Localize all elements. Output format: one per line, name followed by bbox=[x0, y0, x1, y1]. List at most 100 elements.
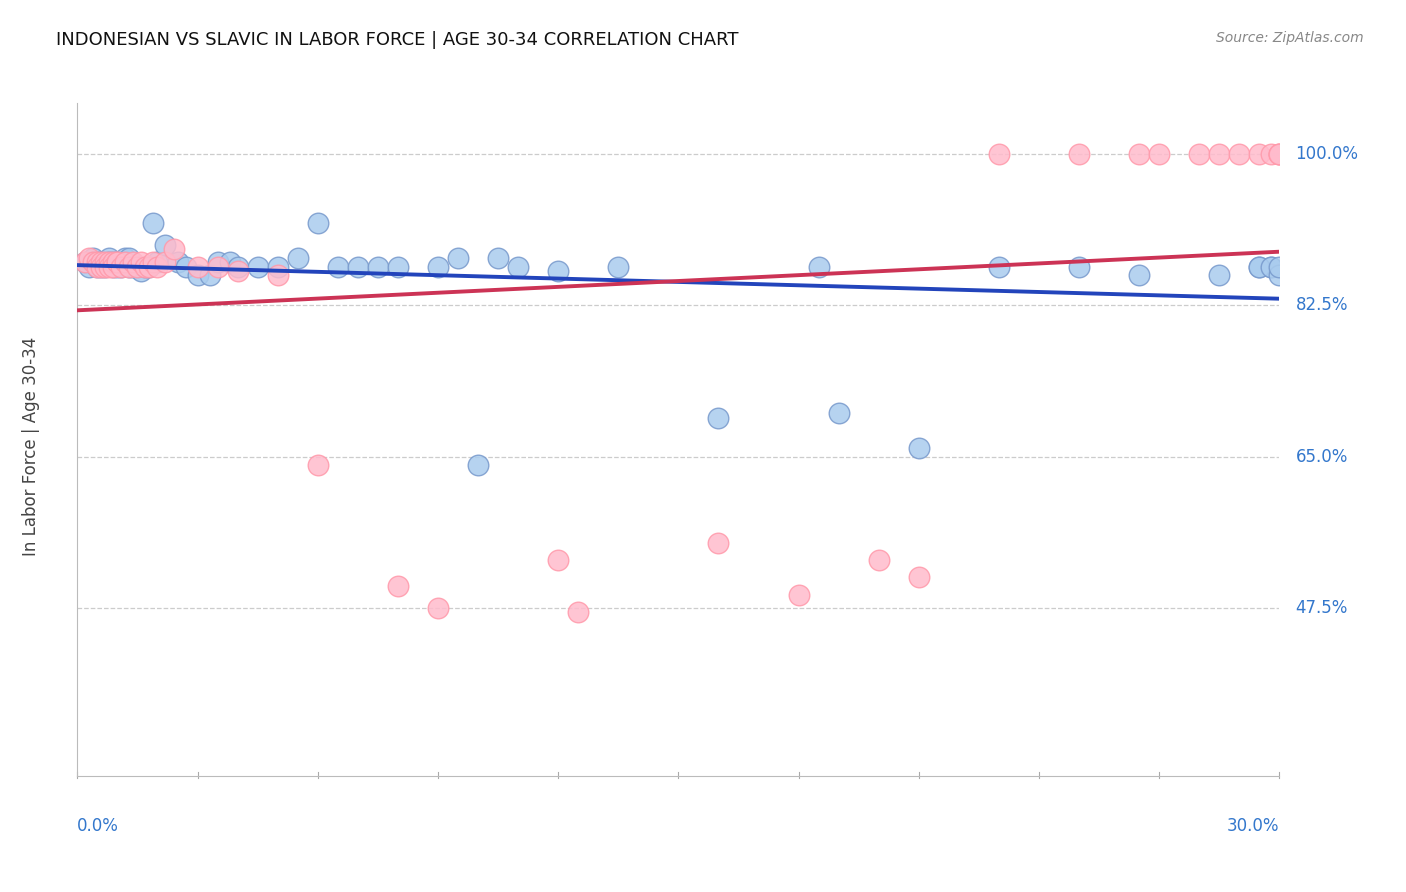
Point bbox=[707, 536, 730, 550]
Point bbox=[94, 260, 117, 274]
Point bbox=[198, 268, 221, 283]
Point bbox=[107, 260, 129, 274]
Point bbox=[162, 243, 184, 257]
Point bbox=[82, 251, 104, 265]
Point bbox=[118, 260, 141, 274]
Point bbox=[387, 260, 409, 274]
Point bbox=[387, 579, 409, 593]
Point bbox=[146, 255, 169, 269]
Text: 0.0%: 0.0% bbox=[77, 817, 120, 836]
Point bbox=[1268, 260, 1291, 274]
Point bbox=[287, 251, 309, 265]
Point bbox=[98, 251, 121, 265]
Point bbox=[134, 260, 156, 274]
Point bbox=[1260, 260, 1282, 274]
Point bbox=[908, 441, 931, 455]
Point bbox=[82, 255, 104, 269]
Point bbox=[267, 268, 290, 283]
Point bbox=[828, 406, 851, 420]
Point bbox=[86, 260, 108, 274]
Text: 30.0%: 30.0% bbox=[1227, 817, 1279, 836]
Point bbox=[1128, 268, 1150, 283]
Point bbox=[707, 410, 730, 425]
Point bbox=[226, 260, 249, 274]
Point bbox=[142, 217, 165, 231]
Point bbox=[207, 260, 229, 274]
Point bbox=[155, 238, 177, 252]
Point bbox=[103, 255, 125, 269]
Text: INDONESIAN VS SLAVIC IN LABOR FORCE | AGE 30-34 CORRELATION CHART: INDONESIAN VS SLAVIC IN LABOR FORCE | AG… bbox=[56, 31, 738, 49]
Point bbox=[107, 255, 129, 269]
Point bbox=[1268, 147, 1291, 161]
Point bbox=[155, 255, 177, 269]
Point bbox=[114, 255, 136, 269]
Point bbox=[1249, 260, 1271, 274]
Point bbox=[118, 251, 141, 265]
Point bbox=[447, 251, 470, 265]
Point bbox=[118, 260, 141, 274]
Point bbox=[86, 255, 108, 269]
Point bbox=[94, 255, 117, 269]
Point bbox=[98, 255, 121, 269]
Point bbox=[134, 260, 156, 274]
Point bbox=[90, 260, 112, 274]
Point bbox=[86, 255, 108, 269]
Point bbox=[1268, 147, 1291, 161]
Point bbox=[98, 255, 121, 269]
Point bbox=[98, 260, 121, 274]
Point bbox=[110, 260, 132, 274]
Point bbox=[75, 255, 97, 269]
Point bbox=[110, 260, 132, 274]
Point bbox=[1149, 147, 1171, 161]
Point bbox=[82, 255, 104, 269]
Point bbox=[547, 553, 569, 567]
Point bbox=[267, 260, 290, 274]
Point bbox=[607, 260, 630, 274]
Point bbox=[1069, 260, 1091, 274]
Point bbox=[1208, 147, 1230, 161]
Text: 65.0%: 65.0% bbox=[1295, 448, 1348, 466]
Point bbox=[988, 260, 1011, 274]
Point bbox=[142, 255, 165, 269]
Point bbox=[138, 260, 160, 274]
Point bbox=[90, 255, 112, 269]
Point bbox=[486, 251, 509, 265]
Point bbox=[1229, 147, 1251, 161]
Text: 47.5%: 47.5% bbox=[1295, 599, 1348, 616]
Point bbox=[127, 260, 149, 274]
Point bbox=[367, 260, 389, 274]
Point bbox=[1188, 147, 1211, 161]
Point bbox=[868, 553, 890, 567]
Point bbox=[186, 268, 209, 283]
Point bbox=[1128, 147, 1150, 161]
Point bbox=[79, 260, 101, 274]
Point bbox=[508, 260, 530, 274]
Point bbox=[1260, 147, 1282, 161]
Point bbox=[427, 260, 450, 274]
Point bbox=[1260, 260, 1282, 274]
Point bbox=[174, 260, 197, 274]
Point bbox=[547, 264, 569, 278]
Point bbox=[131, 255, 153, 269]
Point bbox=[1249, 260, 1271, 274]
Point bbox=[94, 255, 117, 269]
Point bbox=[427, 600, 450, 615]
Point bbox=[307, 458, 329, 473]
Point bbox=[110, 255, 132, 269]
Point bbox=[90, 260, 112, 274]
Text: 100.0%: 100.0% bbox=[1295, 145, 1358, 163]
Point bbox=[807, 260, 830, 274]
Point bbox=[307, 217, 329, 231]
Point bbox=[138, 260, 160, 274]
Text: Source: ZipAtlas.com: Source: ZipAtlas.com bbox=[1216, 31, 1364, 45]
Point bbox=[107, 255, 129, 269]
Point bbox=[166, 255, 188, 269]
Point bbox=[127, 260, 149, 274]
Point bbox=[131, 264, 153, 278]
Point bbox=[186, 260, 209, 274]
Point bbox=[567, 605, 589, 619]
Point bbox=[122, 260, 145, 274]
Point bbox=[347, 260, 370, 274]
Point bbox=[218, 255, 240, 269]
Point bbox=[75, 255, 97, 269]
